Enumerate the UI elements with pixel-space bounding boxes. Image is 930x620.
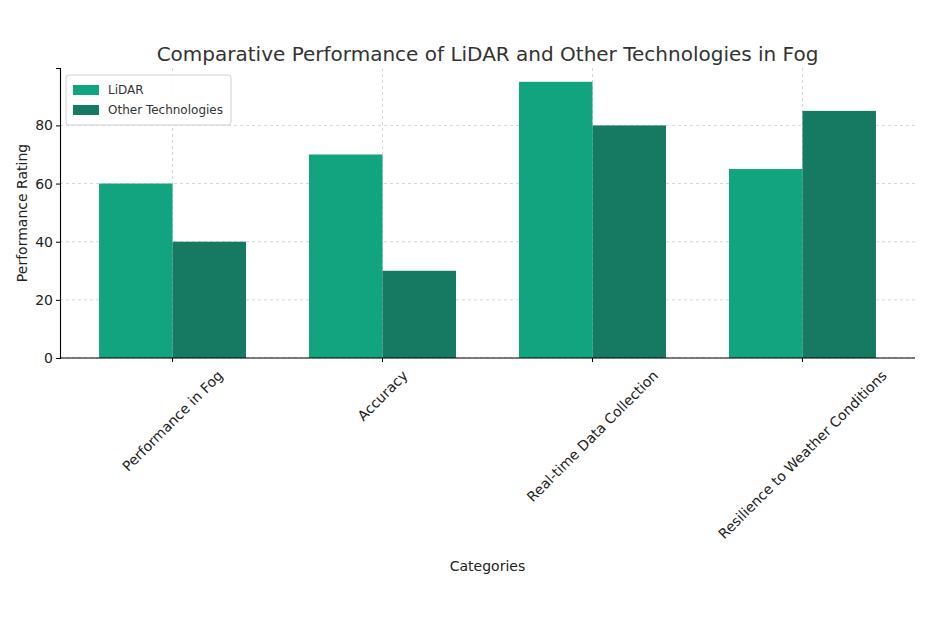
- x-tick-label: Real-time Data Collection: [524, 367, 661, 504]
- x-tick-label: Resilience to Weather Conditions: [715, 367, 890, 542]
- bar: [173, 242, 246, 358]
- bar: [309, 154, 382, 358]
- bar: [802, 111, 875, 358]
- x-axis: Performance in Fog Accuracy Real-time Data…: [60, 358, 915, 542]
- x-axis-line: [60, 357, 915, 358]
- bar: [729, 169, 802, 358]
- y-tick-label: 20: [35, 292, 53, 308]
- bar-series: [173, 111, 876, 358]
- x-tick: Resilience to Weather Conditions: [715, 358, 890, 542]
- y-tick: 20: [35, 292, 60, 308]
- grid: [60, 68, 915, 358]
- x-tick-label: Performance in Fog: [119, 367, 226, 474]
- x-axis-title: Categories: [450, 558, 525, 574]
- legend-swatch: [73, 85, 99, 95]
- x-tick: Real-time Data Collection: [524, 358, 661, 505]
- x-tick: Accuracy: [354, 358, 411, 424]
- bar: [519, 82, 592, 358]
- bar: [99, 184, 172, 358]
- legend: LiDAR Other Technologies: [66, 75, 231, 125]
- x-tick-mark: [172, 358, 173, 362]
- bar: [592, 125, 665, 358]
- y-grid-line: [60, 358, 915, 359]
- y-tick-label: 60: [35, 176, 53, 192]
- bar: [383, 271, 456, 358]
- legend-swatch: [73, 105, 99, 115]
- y-tick-mark: [56, 242, 60, 243]
- title: Comparative Performance of LiDAR and Oth…: [157, 42, 819, 66]
- y-tick: 60: [35, 176, 60, 192]
- x-tick: Performance in Fog: [119, 358, 226, 474]
- y-axis-line: [56, 69, 61, 359]
- y-tick-mark: [56, 125, 60, 126]
- x-tick-mark: [802, 358, 803, 362]
- y-tick: 0: [44, 350, 60, 366]
- y-tick: 80: [35, 117, 60, 133]
- y-axis: 0 20 40 60 80: [35, 69, 60, 366]
- legend-label: LiDAR: [108, 83, 144, 97]
- y-tick-mark: [56, 358, 60, 359]
- y-tick-label: 80: [35, 117, 53, 133]
- y-tick-label: 40: [35, 234, 53, 250]
- y-axis-title: Performance Rating: [14, 144, 30, 282]
- x-tick-mark: [592, 358, 593, 362]
- y-tick: 40: [35, 234, 60, 250]
- legend-box: [66, 75, 231, 125]
- x-tick-label: Accuracy: [354, 367, 411, 424]
- y-tick-label: 0: [44, 350, 53, 366]
- y-tick-mark: [56, 300, 60, 301]
- legend-label: Other Technologies: [108, 103, 223, 117]
- x-tick-mark: [382, 358, 383, 362]
- y-tick-mark: [56, 184, 60, 185]
- chart: 0 20 40 60 80 Performance in Fog Accuracy Real-…: [0, 0, 930, 620]
